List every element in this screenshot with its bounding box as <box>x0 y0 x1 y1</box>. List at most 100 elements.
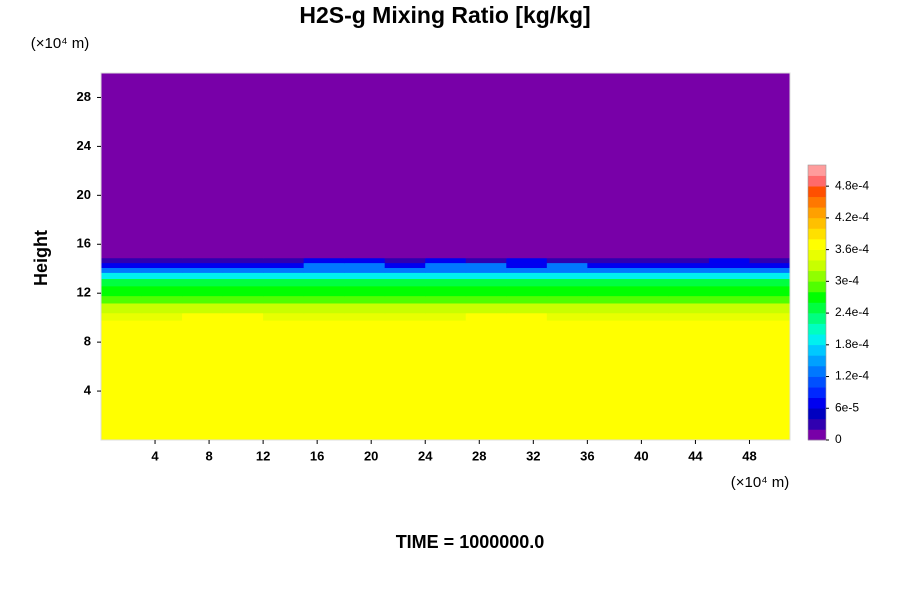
x-unit: (×10⁴ m) <box>731 474 790 491</box>
cell <box>668 272 710 280</box>
cell <box>222 312 264 321</box>
y-unit: (×10⁴ m) <box>31 35 90 52</box>
cell <box>708 272 750 280</box>
cell <box>384 257 426 264</box>
cell <box>587 267 629 273</box>
cell <box>708 278 750 287</box>
cell <box>222 302 264 314</box>
cell <box>587 320 629 441</box>
cell <box>384 272 426 280</box>
cell <box>182 262 224 269</box>
cell <box>546 320 588 441</box>
cell <box>425 267 467 273</box>
cell <box>627 285 669 297</box>
colorbar-frame <box>807 164 827 441</box>
cell <box>263 278 305 287</box>
colorbar-band <box>808 165 826 176</box>
x-tick-label: 36 <box>580 448 594 463</box>
cell <box>749 267 791 273</box>
cell <box>749 285 791 297</box>
cell <box>749 302 791 314</box>
colorbar-band <box>808 217 826 229</box>
cell <box>465 73 507 259</box>
colorbar-tick-label: 1.2e-4 <box>835 369 869 383</box>
cell <box>465 320 507 441</box>
chart-title: H2S-g Mixing Ratio [kg/kg] <box>299 2 590 28</box>
cell <box>587 295 629 304</box>
cell <box>303 285 345 297</box>
cell <box>465 302 507 314</box>
colorbar-band <box>808 418 826 430</box>
cell <box>141 320 183 441</box>
cell <box>101 267 143 273</box>
cell <box>384 262 426 269</box>
cell <box>587 302 629 314</box>
cell <box>101 73 143 259</box>
cell <box>627 295 669 304</box>
colorbar-band <box>808 207 826 219</box>
cell <box>263 262 305 269</box>
cell <box>303 320 345 441</box>
cell <box>546 302 588 314</box>
cell <box>182 267 224 273</box>
cell <box>425 73 467 259</box>
cell <box>506 312 548 321</box>
cell <box>425 257 467 264</box>
colorbar-band <box>808 376 826 388</box>
cell <box>141 302 183 314</box>
cell <box>668 312 710 321</box>
cell <box>546 278 588 287</box>
cell <box>101 257 143 264</box>
cell <box>344 295 386 304</box>
cell <box>425 262 467 269</box>
cell <box>506 73 548 259</box>
cell <box>668 73 710 259</box>
colorbar-band <box>808 429 826 441</box>
colorbar-band <box>808 186 826 198</box>
colorbar-band <box>808 291 826 303</box>
cell <box>627 262 669 269</box>
colorbar-tick-label: 4.8e-4 <box>835 178 869 192</box>
cell <box>708 295 750 304</box>
colorbar-tick-label: 4.2e-4 <box>835 210 869 224</box>
colorbar-band <box>808 365 826 377</box>
cell <box>465 295 507 304</box>
cell <box>263 295 305 304</box>
cell <box>303 302 345 314</box>
cell <box>344 320 386 441</box>
cell <box>668 285 710 297</box>
cell <box>263 272 305 280</box>
cell <box>141 73 183 259</box>
cell <box>627 278 669 287</box>
colorbar-band <box>808 249 826 261</box>
cell <box>222 272 264 280</box>
colorbar-tick-label: 1.8e-4 <box>835 337 869 351</box>
cell <box>749 272 791 280</box>
cell <box>344 262 386 269</box>
cell <box>668 262 710 269</box>
cell <box>344 257 386 264</box>
cell <box>141 278 183 287</box>
cell <box>141 312 183 321</box>
y-tick-label: 28 <box>77 89 91 104</box>
cell <box>344 73 386 259</box>
cell <box>627 312 669 321</box>
cell <box>222 262 264 269</box>
x-tick-label: 4 <box>151 448 159 463</box>
colorbar-band <box>808 408 826 420</box>
cell <box>101 320 143 441</box>
cell <box>101 262 143 269</box>
cell <box>668 267 710 273</box>
cell <box>587 272 629 280</box>
cell <box>587 262 629 269</box>
cell <box>222 278 264 287</box>
cell <box>506 295 548 304</box>
cell <box>668 295 710 304</box>
colorbar-band <box>808 397 826 409</box>
cell <box>182 302 224 314</box>
cell <box>506 272 548 280</box>
cell <box>425 272 467 280</box>
cell <box>546 262 588 269</box>
cell <box>749 295 791 304</box>
cell <box>506 262 548 269</box>
